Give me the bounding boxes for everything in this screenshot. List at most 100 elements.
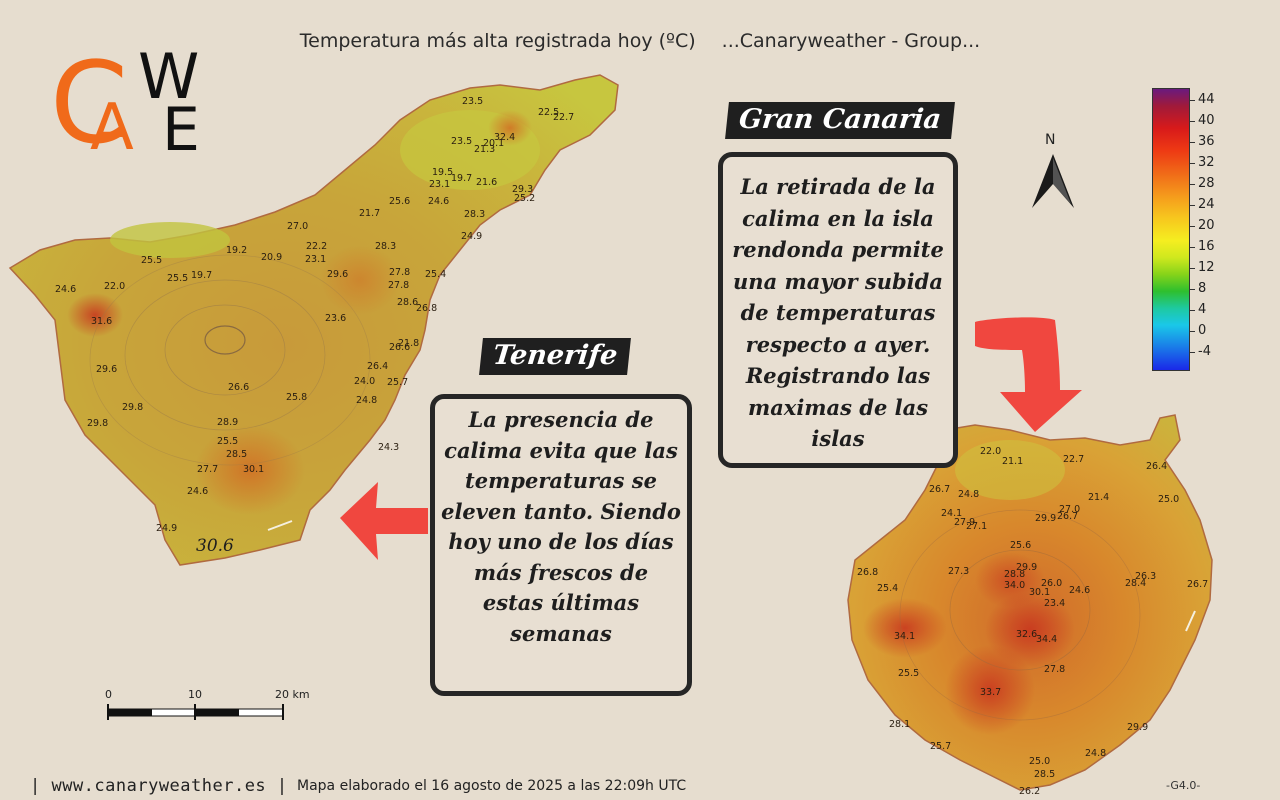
legend-tick-label: 32 (1198, 155, 1215, 170)
scale-label-10: 10 (188, 688, 202, 701)
note-line: La presencia de (468, 407, 654, 432)
gran-canaria-note: La retirada de la calima en la isla rendon… (718, 152, 958, 468)
station-temperature: 20.9 (261, 252, 282, 263)
station-temperature: 25.5 (898, 668, 919, 679)
station-temperature: 29.3 (512, 184, 533, 195)
station-temperature: 25.4 (425, 269, 446, 280)
legend-tick-label: 0 (1198, 323, 1207, 338)
station-temperature: 22.7 (1063, 454, 1084, 465)
station-temperature: 24.9 (156, 523, 177, 534)
station-temperature: 26.3 (1135, 571, 1156, 582)
station-temperature: 25.8 (286, 392, 307, 403)
station-temperature: 23.5 (451, 136, 472, 147)
station-temperature: 19.7 (191, 270, 212, 281)
note-line: semanas (510, 620, 612, 646)
station-temperature: 25.5 (141, 255, 162, 266)
station-temperature: 19.2 (226, 245, 247, 256)
title-text: Temperatura más alta registrada hoy (ºC) (299, 30, 696, 52)
note-line: maximas de las (747, 394, 929, 420)
logo-letter-c: C (50, 39, 129, 169)
station-temperature: 27.0 (287, 221, 308, 232)
station-temperature: 26.7 (1187, 579, 1208, 590)
station-temperature: 33.7 (980, 687, 1001, 698)
station-temperature: 29.6 (96, 364, 117, 375)
note-line: islas (811, 426, 865, 451)
station-temperature: 26.4 (367, 361, 388, 372)
station-temperature: 34.1 (894, 631, 915, 642)
station-temperature: 29.8 (122, 402, 143, 413)
station-temperature: 29.9 (1016, 562, 1037, 573)
group-text: ...Canaryweather - Group... (721, 30, 981, 52)
station-temperature: 25.5 (167, 273, 188, 284)
gran-canaria-temperature-values: 22.021.1 22.7 26.4 26.7 24.8 21.4 25.0 24.127.9… (857, 446, 1208, 797)
station-temperature: 20.1 (483, 138, 504, 149)
station-temperature: 28.9 (217, 417, 238, 428)
station-temperature: 26.0 (1041, 578, 1062, 589)
station-temperature: 29.9 (1035, 513, 1056, 524)
station-temperature: 31.6 (91, 316, 112, 327)
station-temperature: 28.4 (1125, 578, 1146, 589)
legend-tick: 12 (1190, 260, 1220, 275)
station-temperature: 21.6 (476, 177, 497, 188)
gran-canaria-island (847, 414, 1213, 791)
station-temperature: 24.6 (428, 196, 449, 207)
note-line: calima en la isla (742, 205, 934, 231)
station-temperature: 27.0 (1059, 504, 1080, 515)
station-temperature: 21.4 (1088, 492, 1109, 503)
station-temperature: 26.7 (1057, 511, 1078, 522)
legend-tick-label: 36 (1198, 134, 1215, 149)
note-line: respecto a ayer. (745, 331, 931, 357)
station-temperature: 25.0 (1158, 494, 1179, 505)
station-temperature: 24.6 (187, 486, 208, 497)
station-temperature: 27.3 (948, 566, 969, 577)
legend-tick: 24 (1190, 197, 1220, 212)
footer-version: -G4.0- (1166, 779, 1201, 792)
note-line: más frescos de (473, 559, 649, 585)
legend-tick-label: 28 (1198, 176, 1215, 191)
station-temperature: 28.5 (1034, 769, 1055, 780)
note-line: una mayor subida (733, 268, 943, 294)
station-temperature: 27.9 (954, 517, 975, 528)
north-label: N (1045, 132, 1056, 148)
station-temperature: 29.8 (87, 418, 108, 429)
station-temperature: 27.8 (388, 280, 409, 291)
tenerife-note: La presencia de calima evita que las tempe… (430, 394, 692, 696)
legend-color-bar (1152, 88, 1190, 371)
arrow-to-gran-canaria (975, 317, 1082, 432)
station-temperature: 25.0 (1029, 756, 1050, 767)
station-temperature: 24.6 (1069, 585, 1090, 596)
legend-tick: 32 (1190, 155, 1220, 170)
station-temperature: 24.8 (958, 489, 979, 500)
station-temperature: 26.4 (1146, 461, 1167, 472)
station-temperature: 24.6 (55, 284, 76, 295)
station-temperature: 26.6 (228, 382, 249, 393)
legend-tick: 4 (1190, 302, 1220, 317)
legend-tick: 0 (1190, 323, 1220, 338)
station-temperature: 28.3 (464, 209, 485, 220)
scale-bar-graphic (107, 704, 284, 720)
legend-tick: 16 (1190, 239, 1220, 254)
station-temperature: 23.5 (462, 96, 483, 107)
legend-tick-label: 24 (1198, 197, 1215, 212)
legend-tick-label: 44 (1198, 92, 1215, 107)
station-temperature: 30.1 (1029, 587, 1050, 598)
station-temperature: 25.6 (1010, 540, 1031, 551)
station-temperature: 25.4 (877, 583, 898, 594)
station-temperature: 23.1 (429, 179, 450, 190)
legend-tick: 36 (1190, 134, 1220, 149)
legend-tick-label: 16 (1198, 239, 1215, 254)
legend-tick: 40 (1190, 113, 1220, 128)
station-temperature: 27.8 (389, 267, 410, 278)
station-temperature: 34.4 (1036, 634, 1057, 645)
station-temperature: 28.6 (397, 297, 418, 308)
legend-tick-label: -4 (1198, 344, 1211, 359)
map-title: Temperatura más alta registrada hoy (ºC)… (0, 30, 1280, 52)
north-arrow: N (1030, 132, 1076, 212)
station-temperature: 21.1 (1002, 456, 1023, 467)
note-line: rendonda permite (732, 237, 944, 262)
station-temperature: 26.2 (1019, 786, 1040, 797)
canaryweather-logo: C A W E (50, 39, 220, 169)
scale-label-0: 0 (105, 688, 112, 701)
tenerife-label: Tenerife (479, 338, 632, 375)
